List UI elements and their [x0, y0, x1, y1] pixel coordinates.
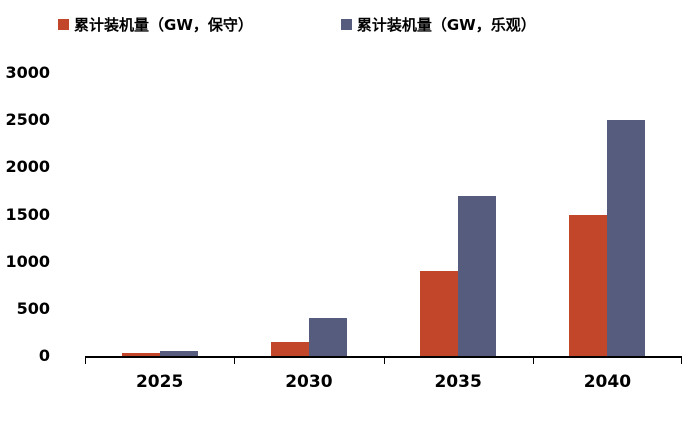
legend-swatch-conservative-icon	[58, 19, 69, 30]
x-tick-label-2025: 2025	[135, 372, 184, 392]
chart-legend: 累计装机量（GW，保守） 累计装机量（GW，乐观）	[0, 0, 699, 35]
x-tick-label-2035: 2035	[434, 372, 482, 392]
y-axis: 0 500 1000 1500 2000 2500 3000	[0, 65, 85, 364]
x-axis: 2025 2030 2035 2040	[85, 372, 682, 392]
x-axis-tick	[85, 358, 86, 364]
bar-conservative-2025	[121, 353, 160, 356]
plot-row: 0 500 1000 1500 2000 2500 3000	[0, 65, 699, 364]
y-tick-label: 1500	[5, 204, 50, 224]
bar-optimistic-2035	[458, 195, 497, 356]
y-tick-label: 2500	[5, 110, 50, 130]
y-tick-label: 0	[38, 346, 50, 365]
y-tick-label: 3000	[5, 63, 50, 82]
x-axis-tick	[532, 358, 534, 364]
bar-group-2040	[533, 73, 682, 356]
y-tick-label: 500	[16, 298, 50, 318]
legend-label-conservative: 累计装机量（GW，保守）	[74, 16, 253, 34]
legend-item-optimistic: 累计装机量（GW，乐观）	[340, 14, 536, 35]
bar-group-2035	[384, 73, 533, 356]
x-tick-label-2040: 2040	[583, 372, 632, 392]
y-tick-label: 1000	[5, 251, 50, 271]
plot-area	[85, 73, 682, 364]
bar-group-2025	[85, 73, 234, 356]
bar-optimistic-2040	[607, 120, 646, 356]
bar-conservative-2030	[270, 341, 309, 356]
y-tick-label: 2000	[5, 157, 50, 177]
bar-optimistic-2025	[159, 351, 198, 356]
legend-item-conservative: 累计装机量（GW，保守）	[58, 14, 253, 35]
legend-swatch-optimistic-icon	[340, 19, 352, 30]
bar-conservative-2040	[569, 214, 608, 356]
legend-label-optimistic: 累计装机量（GW，乐观）	[356, 16, 536, 34]
bar-group-2030	[234, 73, 383, 356]
x-tick-label-2030: 2030	[285, 372, 333, 392]
x-axis-tick	[383, 358, 385, 364]
bar-optimistic-2030	[308, 318, 347, 356]
x-axis-tick	[681, 358, 682, 364]
x-axis-tick	[234, 358, 236, 364]
bar-conservative-2035	[420, 271, 459, 356]
